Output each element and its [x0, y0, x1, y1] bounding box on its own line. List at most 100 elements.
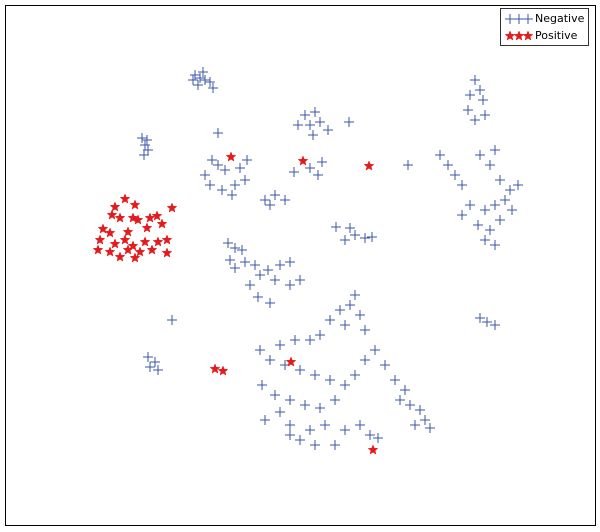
data-point — [470, 75, 480, 85]
data-point — [285, 420, 295, 430]
data-point — [129, 252, 141, 263]
data-point — [345, 300, 355, 310]
data-point — [320, 420, 330, 430]
data-point — [330, 440, 340, 450]
data-point — [457, 180, 467, 190]
data-point — [435, 150, 445, 160]
data-point — [482, 317, 492, 327]
data-point — [457, 210, 467, 220]
data-point — [150, 357, 160, 367]
data-point — [293, 120, 303, 130]
data-point — [344, 117, 354, 127]
data-point — [263, 265, 273, 275]
data-point — [425, 423, 435, 433]
data-point — [230, 263, 240, 273]
data-point — [275, 340, 285, 350]
data-point — [465, 90, 475, 100]
data-point — [480, 205, 490, 215]
data-point — [495, 175, 505, 185]
data-point — [360, 355, 370, 365]
data-point — [208, 83, 218, 93]
data-point — [253, 292, 263, 302]
data-point — [340, 380, 350, 390]
data-point — [122, 226, 134, 237]
data-point — [475, 85, 485, 95]
data-point — [285, 280, 295, 290]
data-point — [213, 160, 223, 170]
data-point — [363, 160, 375, 171]
data-point — [109, 201, 121, 212]
data-point — [260, 195, 270, 205]
data-point — [205, 180, 215, 190]
data-point — [323, 125, 333, 135]
data-point — [106, 209, 118, 220]
data-point — [270, 190, 280, 200]
data-point — [315, 117, 325, 127]
data-point — [104, 246, 116, 257]
data-point — [119, 193, 131, 204]
data-point — [331, 222, 341, 232]
data-point — [134, 246, 146, 257]
data-point — [325, 315, 335, 325]
data-point — [513, 180, 523, 190]
data-point — [360, 325, 370, 335]
legend-marker — [523, 14, 533, 24]
data-point — [310, 370, 320, 380]
data-point — [200, 170, 210, 180]
legend-label: Positive — [535, 29, 578, 42]
data-point — [153, 365, 163, 375]
data-point — [295, 435, 305, 445]
data-point — [240, 257, 250, 267]
data-point — [255, 270, 265, 280]
data-point — [350, 290, 360, 300]
data-point — [145, 362, 155, 372]
data-point — [141, 222, 153, 233]
data-point — [480, 235, 490, 245]
data-point — [450, 170, 460, 180]
data-point — [505, 185, 515, 195]
data-point — [166, 202, 178, 213]
data-point — [290, 335, 300, 345]
plot-frame — [5, 5, 596, 526]
data-point — [156, 218, 168, 229]
data-point — [485, 225, 495, 235]
data-point — [465, 200, 475, 210]
data-point — [161, 247, 173, 258]
data-point — [270, 390, 280, 400]
data-point — [345, 223, 355, 233]
data-point — [114, 251, 126, 262]
legend-marker — [513, 30, 525, 41]
data-point — [94, 234, 106, 245]
data-point — [285, 395, 295, 405]
data-point — [315, 330, 325, 340]
data-point — [360, 233, 370, 243]
data-point — [295, 365, 305, 375]
data-point — [245, 280, 255, 290]
data-point — [142, 135, 152, 145]
data-point — [285, 257, 295, 267]
data-point — [410, 420, 420, 430]
plot-area — [92, 67, 523, 455]
data-point — [127, 240, 139, 251]
data-point — [167, 315, 177, 325]
data-point — [161, 234, 173, 245]
data-point — [225, 255, 235, 265]
data-point — [237, 245, 247, 255]
data-point — [463, 105, 473, 115]
data-point — [490, 240, 500, 250]
legend: Negative Positive — [500, 8, 589, 46]
data-point — [127, 212, 139, 223]
data-point — [198, 67, 208, 77]
legend-marker — [505, 14, 515, 24]
data-point — [340, 235, 350, 245]
data-point — [313, 170, 323, 180]
data-point — [470, 115, 480, 125]
data-point — [250, 260, 260, 270]
data-point — [275, 407, 285, 417]
data-point — [380, 360, 390, 370]
data-point — [200, 75, 210, 85]
data-point — [193, 80, 203, 90]
data-point — [490, 200, 500, 210]
data-point — [350, 370, 360, 380]
